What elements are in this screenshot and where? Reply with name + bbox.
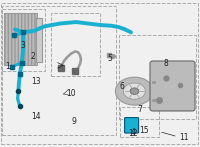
Bar bbox=[119, 35, 196, 119]
Text: 13: 13 bbox=[31, 77, 41, 86]
Text: 9: 9 bbox=[71, 117, 76, 126]
Text: 5: 5 bbox=[107, 54, 112, 63]
Text: 15: 15 bbox=[139, 126, 149, 135]
Bar bbox=[2, 6, 116, 135]
Text: 11: 11 bbox=[179, 133, 188, 142]
Bar bbox=[51, 13, 100, 76]
Text: 6: 6 bbox=[120, 82, 125, 91]
Bar bbox=[36, 18, 42, 62]
Text: 10: 10 bbox=[66, 89, 76, 98]
Circle shape bbox=[115, 77, 153, 105]
Bar bbox=[120, 107, 159, 137]
Text: 1: 1 bbox=[5, 62, 10, 71]
Text: 8: 8 bbox=[163, 59, 168, 69]
Circle shape bbox=[123, 83, 145, 99]
FancyBboxPatch shape bbox=[125, 118, 139, 133]
Text: 4: 4 bbox=[131, 128, 136, 137]
Text: 3: 3 bbox=[20, 41, 25, 50]
Text: 7: 7 bbox=[137, 105, 142, 114]
Text: 14: 14 bbox=[31, 112, 41, 121]
Bar bbox=[4, 13, 37, 65]
Circle shape bbox=[130, 88, 139, 94]
Bar bbox=[2, 9, 45, 71]
Text: 2: 2 bbox=[30, 52, 35, 61]
FancyBboxPatch shape bbox=[150, 61, 195, 111]
Text: 12: 12 bbox=[128, 129, 138, 138]
